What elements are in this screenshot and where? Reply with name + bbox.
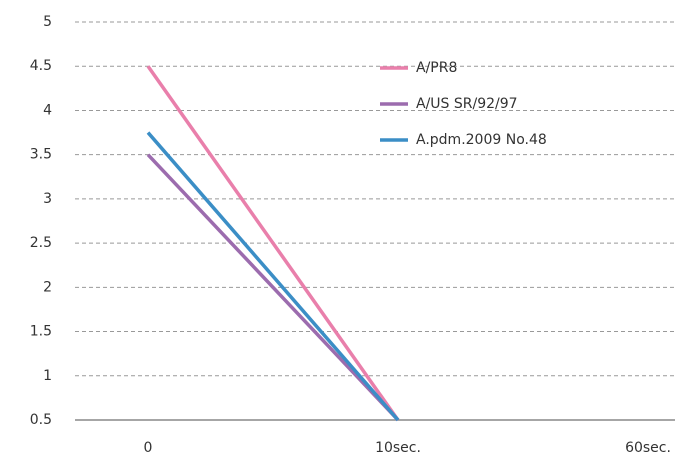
series-line [146, 131, 400, 422]
x-tick-label: 10sec. [375, 440, 421, 456]
x-tick-label: 60sec. [625, 440, 671, 456]
y-tick-label: 5 [43, 14, 52, 30]
legend-label: A.pdm.2009 No.48 [416, 132, 547, 148]
y-tick-label: 4.5 [30, 58, 52, 74]
y-tick-label: 3 [43, 191, 52, 207]
legend-label: A/US SR/92/97 [416, 96, 518, 112]
y-tick-label: 1.5 [30, 324, 52, 340]
y-tick-label: 3.5 [30, 147, 52, 163]
y-tick-label: 0.5 [30, 412, 52, 428]
y-tick-label: 2.5 [30, 235, 52, 251]
y-tick-label: 4 [43, 102, 52, 118]
y-tick-label: 1 [43, 368, 52, 384]
series-line [146, 153, 400, 422]
series-line [146, 65, 400, 422]
x-tick-label: 0 [144, 440, 153, 456]
legend-label: A/PR8 [416, 60, 457, 76]
y-tick-label: 2 [43, 279, 52, 295]
